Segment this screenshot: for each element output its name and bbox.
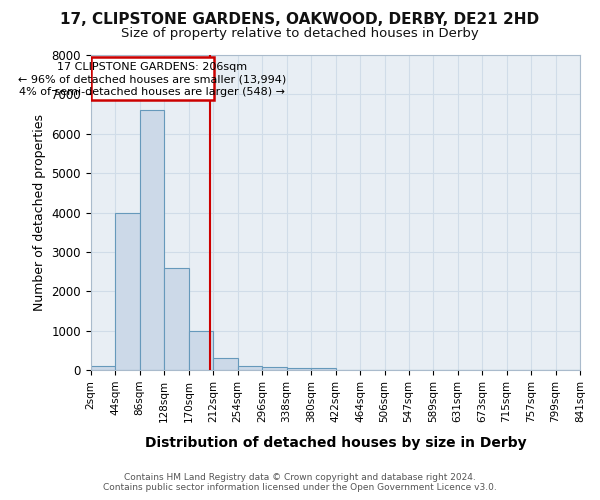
Text: Contains HM Land Registry data © Crown copyright and database right 2024.
Contai: Contains HM Land Registry data © Crown c…: [103, 473, 497, 492]
Text: 4% of semi-detached houses are larger (548) →: 4% of semi-detached houses are larger (5…: [19, 87, 285, 97]
Text: Size of property relative to detached houses in Derby: Size of property relative to detached ho…: [121, 28, 479, 40]
Bar: [287, 368, 311, 370]
Bar: [262, 367, 287, 370]
Bar: [140, 110, 164, 370]
Bar: [91, 366, 115, 370]
Text: ← 96% of detached houses are smaller (13,994): ← 96% of detached houses are smaller (13…: [18, 75, 286, 85]
Bar: [115, 212, 140, 370]
Bar: [91, 56, 214, 100]
X-axis label: Distribution of detached houses by size in Derby: Distribution of detached houses by size …: [145, 436, 526, 450]
Bar: [311, 368, 335, 370]
Text: 17, CLIPSTONE GARDENS, OAKWOOD, DERBY, DE21 2HD: 17, CLIPSTONE GARDENS, OAKWOOD, DERBY, D…: [61, 12, 539, 28]
Bar: [213, 358, 238, 370]
Y-axis label: Number of detached properties: Number of detached properties: [33, 114, 46, 311]
Bar: [238, 366, 262, 370]
Text: 17 CLIPSTONE GARDENS: 206sqm: 17 CLIPSTONE GARDENS: 206sqm: [57, 62, 247, 72]
Bar: [188, 331, 213, 370]
Bar: [164, 268, 188, 370]
